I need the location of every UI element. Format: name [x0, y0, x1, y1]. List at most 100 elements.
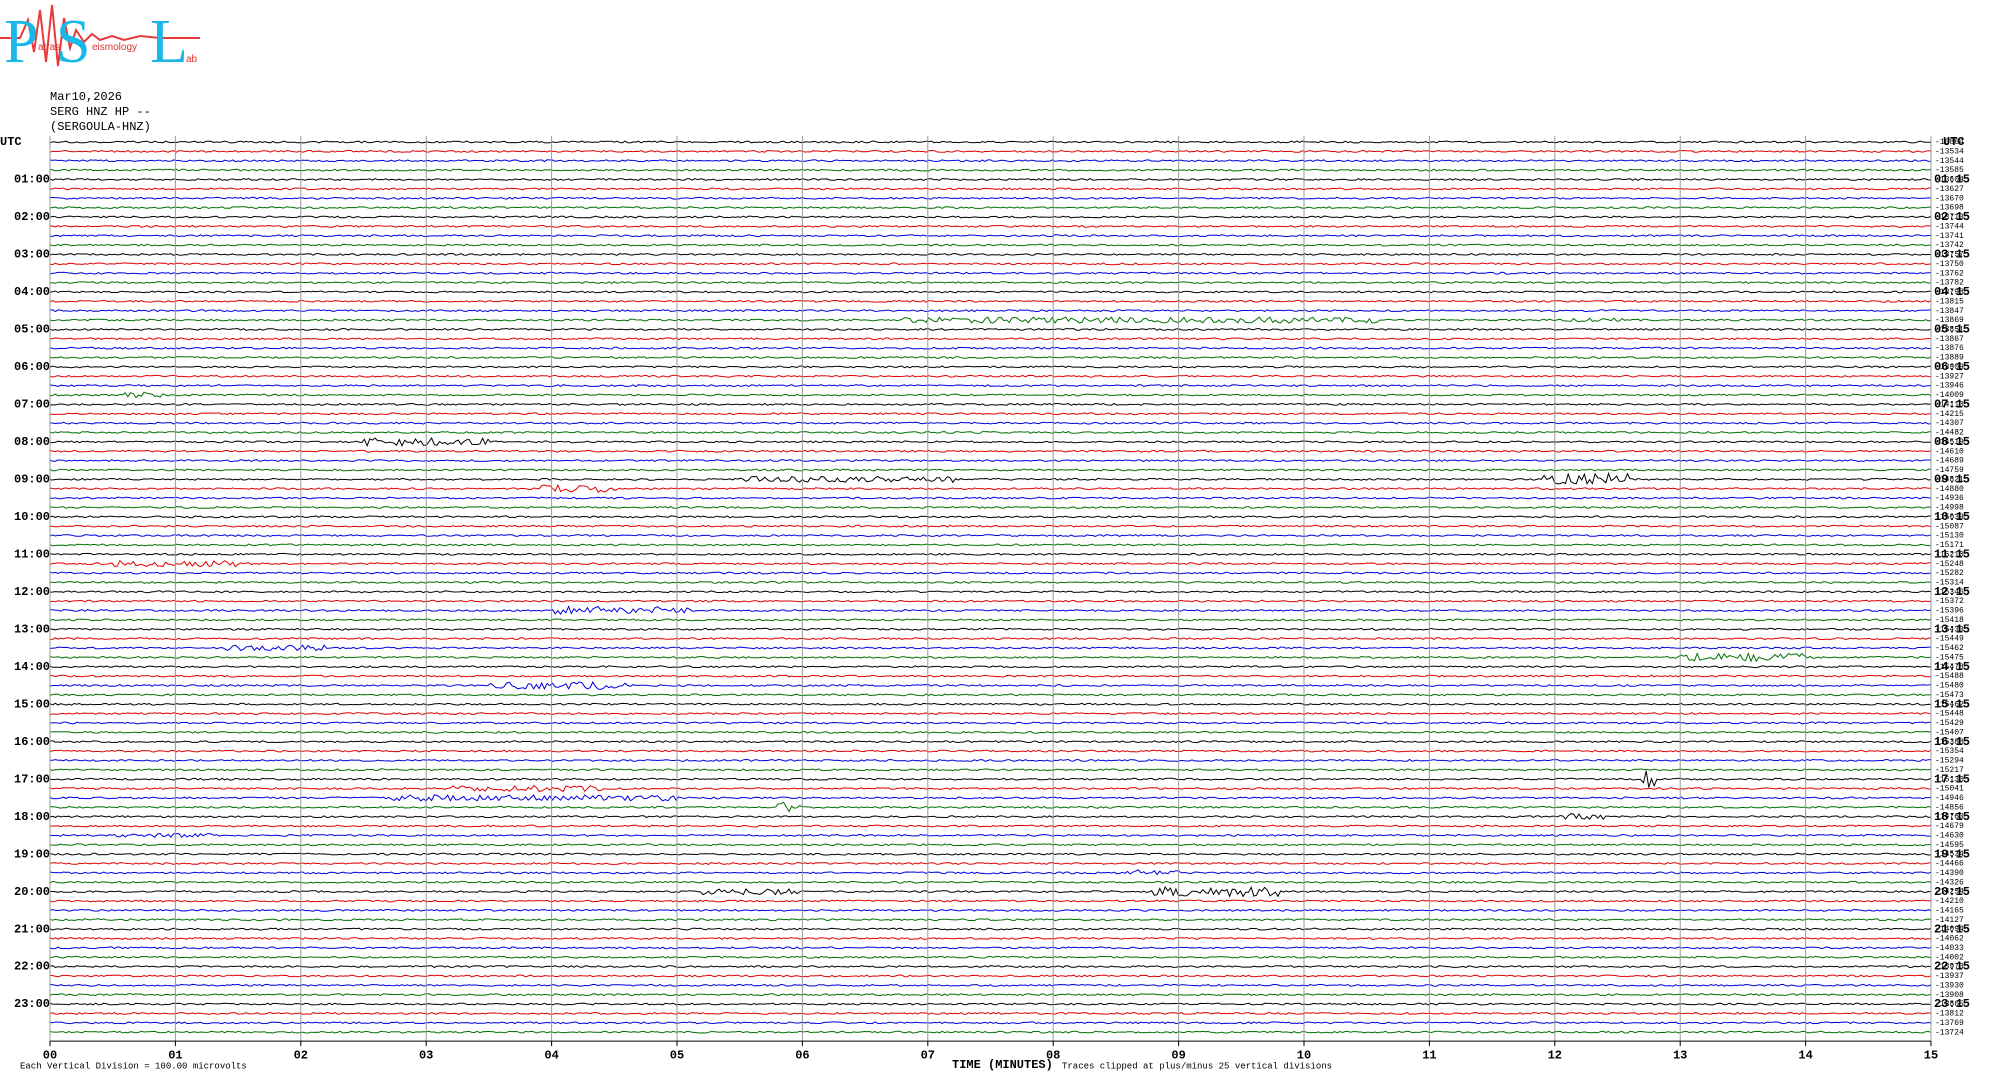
trace-offset: -15448: [1935, 710, 1964, 719]
hour-label-right: 06:15: [1934, 360, 1970, 374]
hour-label-right: 23:15: [1934, 997, 1970, 1011]
trace: [49, 391, 1932, 399]
trace-offset: -14610: [1935, 447, 1964, 456]
trace-offset: -13698: [1935, 204, 1964, 213]
trace-offset: -13851: [1935, 326, 1964, 335]
trace: [49, 993, 1932, 997]
trace: [49, 937, 1931, 940]
hour-label-left: 04:00: [14, 285, 50, 299]
trace: [49, 824, 1932, 828]
trace: [49, 168, 1932, 172]
trace: [49, 140, 1932, 144]
trace: [49, 1021, 1932, 1025]
trace-offset: -13937: [1935, 972, 1964, 981]
x-tick-label: 11: [1422, 1048, 1436, 1062]
trace-offset: -14534: [1935, 850, 1964, 859]
trace: [49, 852, 1932, 856]
hour-label-left: 22:00: [14, 960, 50, 974]
trace: [49, 374, 1932, 378]
trace: [49, 187, 1932, 191]
trace: [49, 974, 1932, 978]
hour-label-right: 18:15: [1934, 810, 1970, 824]
trace: [49, 299, 1932, 303]
trace-offset: -13724: [1935, 1028, 1964, 1037]
hour-label-right: 04:15: [1934, 285, 1970, 299]
trace-offset: -14595: [1935, 841, 1964, 850]
trace-offset: -15488: [1935, 672, 1964, 681]
trace-offset: -13750: [1935, 260, 1964, 269]
trace-offset: -13946: [1935, 382, 1964, 391]
trace-offset: -13769: [1935, 1019, 1964, 1028]
trace: [49, 534, 1932, 537]
traces: [49, 140, 1932, 1034]
trace: [49, 524, 1932, 528]
trace-offset: -15462: [1935, 700, 1964, 709]
trace: [50, 412, 1932, 416]
trace-offset: -15372: [1935, 597, 1964, 606]
trace: [49, 224, 1932, 228]
trace: [49, 965, 1932, 969]
trace: [49, 290, 1932, 294]
trace: [49, 580, 1932, 584]
trace: [49, 785, 1932, 793]
station: SERG HNZ HP --: [50, 105, 151, 119]
scale-note: Each Vertical Division = 100.00 microvol…: [20, 1061, 247, 1071]
x-tick-label: 10: [1297, 1048, 1311, 1062]
right-zone: UTC: [1943, 135, 1965, 149]
trace: [49, 571, 1932, 575]
trace-offset: -13930: [1935, 981, 1964, 990]
hour-label-left: 14:00: [14, 660, 50, 674]
trace: [49, 281, 1932, 284]
x-axis-label: TIME (MINUTES): [952, 1058, 1053, 1072]
trace-offset: -15210: [1935, 550, 1964, 559]
trace-offset: -13927: [1935, 372, 1964, 381]
x-tick-label: 02: [294, 1048, 308, 1062]
trace-offset: -15039: [1935, 513, 1964, 522]
trace-offset: -13762: [1935, 269, 1964, 278]
trace: [49, 1002, 1932, 1006]
logo-word: atras: [38, 42, 60, 53]
hour-label-right: 03:15: [1934, 248, 1970, 262]
trace-offset: -15171: [1935, 541, 1964, 550]
trace-offset: -14033: [1935, 944, 1964, 953]
trace: [50, 758, 1932, 762]
trace: [49, 1030, 1932, 1034]
trace-offset: -13544: [1935, 157, 1964, 166]
trace-offset: -13812: [1935, 1010, 1964, 1019]
trace-offset: -13867: [1935, 335, 1964, 344]
trace: [50, 674, 1932, 678]
hour-label-left: 07:00: [14, 398, 50, 412]
trace-offset: -15087: [1935, 522, 1964, 531]
trace-offset: -14215: [1935, 410, 1964, 419]
trace: [49, 459, 1931, 463]
trace: [49, 712, 1932, 716]
trace: [49, 880, 1932, 884]
trace: [49, 327, 1932, 331]
trace-offset: -13627: [1935, 185, 1964, 194]
trace: [49, 730, 1932, 734]
trace-offset: -15388: [1935, 738, 1964, 747]
trace: [49, 927, 1932, 931]
hour-label-left: 23:00: [14, 997, 50, 1011]
trace: [49, 206, 1932, 210]
trace-offset: -13534: [1935, 147, 1964, 156]
x-tick-label: 01: [168, 1048, 182, 1062]
hour-label-right: 10:15: [1934, 510, 1970, 524]
trace-offset: -15354: [1935, 747, 1964, 756]
trace: [49, 483, 1932, 493]
trace-offset: -14390: [1935, 869, 1964, 878]
trace: [49, 196, 1932, 200]
trace: [49, 637, 1932, 641]
trace-offset: -14127: [1935, 916, 1964, 925]
trace: [49, 983, 1932, 987]
trace: [49, 309, 1932, 313]
hour-label-left: 02:00: [14, 210, 50, 224]
trace: [49, 471, 1932, 485]
trace-offset: -13713: [1935, 213, 1964, 222]
trace: [49, 862, 1932, 865]
clip-note: Traces clipped at plus/minus 25 vertical…: [1062, 1061, 1332, 1071]
trace-offset: -13744: [1935, 222, 1964, 231]
hour-label-right: 07:15: [1934, 398, 1970, 412]
trace-offset: -15217: [1935, 766, 1964, 775]
trace-offset: -15282: [1935, 569, 1964, 578]
